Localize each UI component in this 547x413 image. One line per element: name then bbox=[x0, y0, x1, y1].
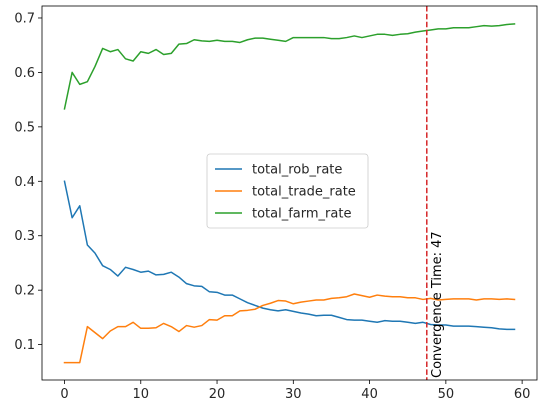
y-tick-label: 0.4 bbox=[14, 175, 35, 190]
series-line-total-rob-rate bbox=[63, 180, 516, 331]
legend: total_rob_rate total_trade_rate total_farm… bbox=[206, 153, 369, 229]
convergence-label: Convergence Time: 47 bbox=[430, 231, 445, 378]
x-tick-label: 0 bbox=[60, 387, 68, 402]
x-tick-label: 60 bbox=[514, 387, 531, 402]
legend-label-total-trade-rate: total_trade_rate bbox=[252, 185, 356, 200]
series-line-total-trade-rate bbox=[63, 293, 516, 364]
plot-area: Convergence Time: 47 0 10 20 30 40 50 60 0.1 0.2 0… bbox=[14, 5, 538, 402]
x-tick-label: 40 bbox=[361, 387, 378, 402]
y-tick-label: 0.6 bbox=[14, 66, 35, 81]
y-tick-label: 0.3 bbox=[14, 229, 35, 244]
legend-label-total-farm-rate: total_farm_rate bbox=[252, 207, 351, 222]
y-tick-label: 0.7 bbox=[14, 11, 35, 26]
legend-box bbox=[206, 153, 369, 229]
y-tick-label: 0.5 bbox=[14, 120, 35, 135]
x-tick-label: 10 bbox=[132, 387, 149, 402]
x-tick-label: 50 bbox=[438, 387, 455, 402]
legend-label-total-rob-rate: total_rob_rate bbox=[252, 163, 342, 178]
series-line-total-farm-rate bbox=[63, 23, 516, 110]
x-tick-label: 20 bbox=[209, 387, 226, 402]
y-tick-label: 0.1 bbox=[14, 338, 35, 353]
y-tick-label: 0.2 bbox=[14, 284, 35, 299]
axes-frame bbox=[41, 5, 538, 381]
x-tick-label: 30 bbox=[285, 387, 302, 402]
